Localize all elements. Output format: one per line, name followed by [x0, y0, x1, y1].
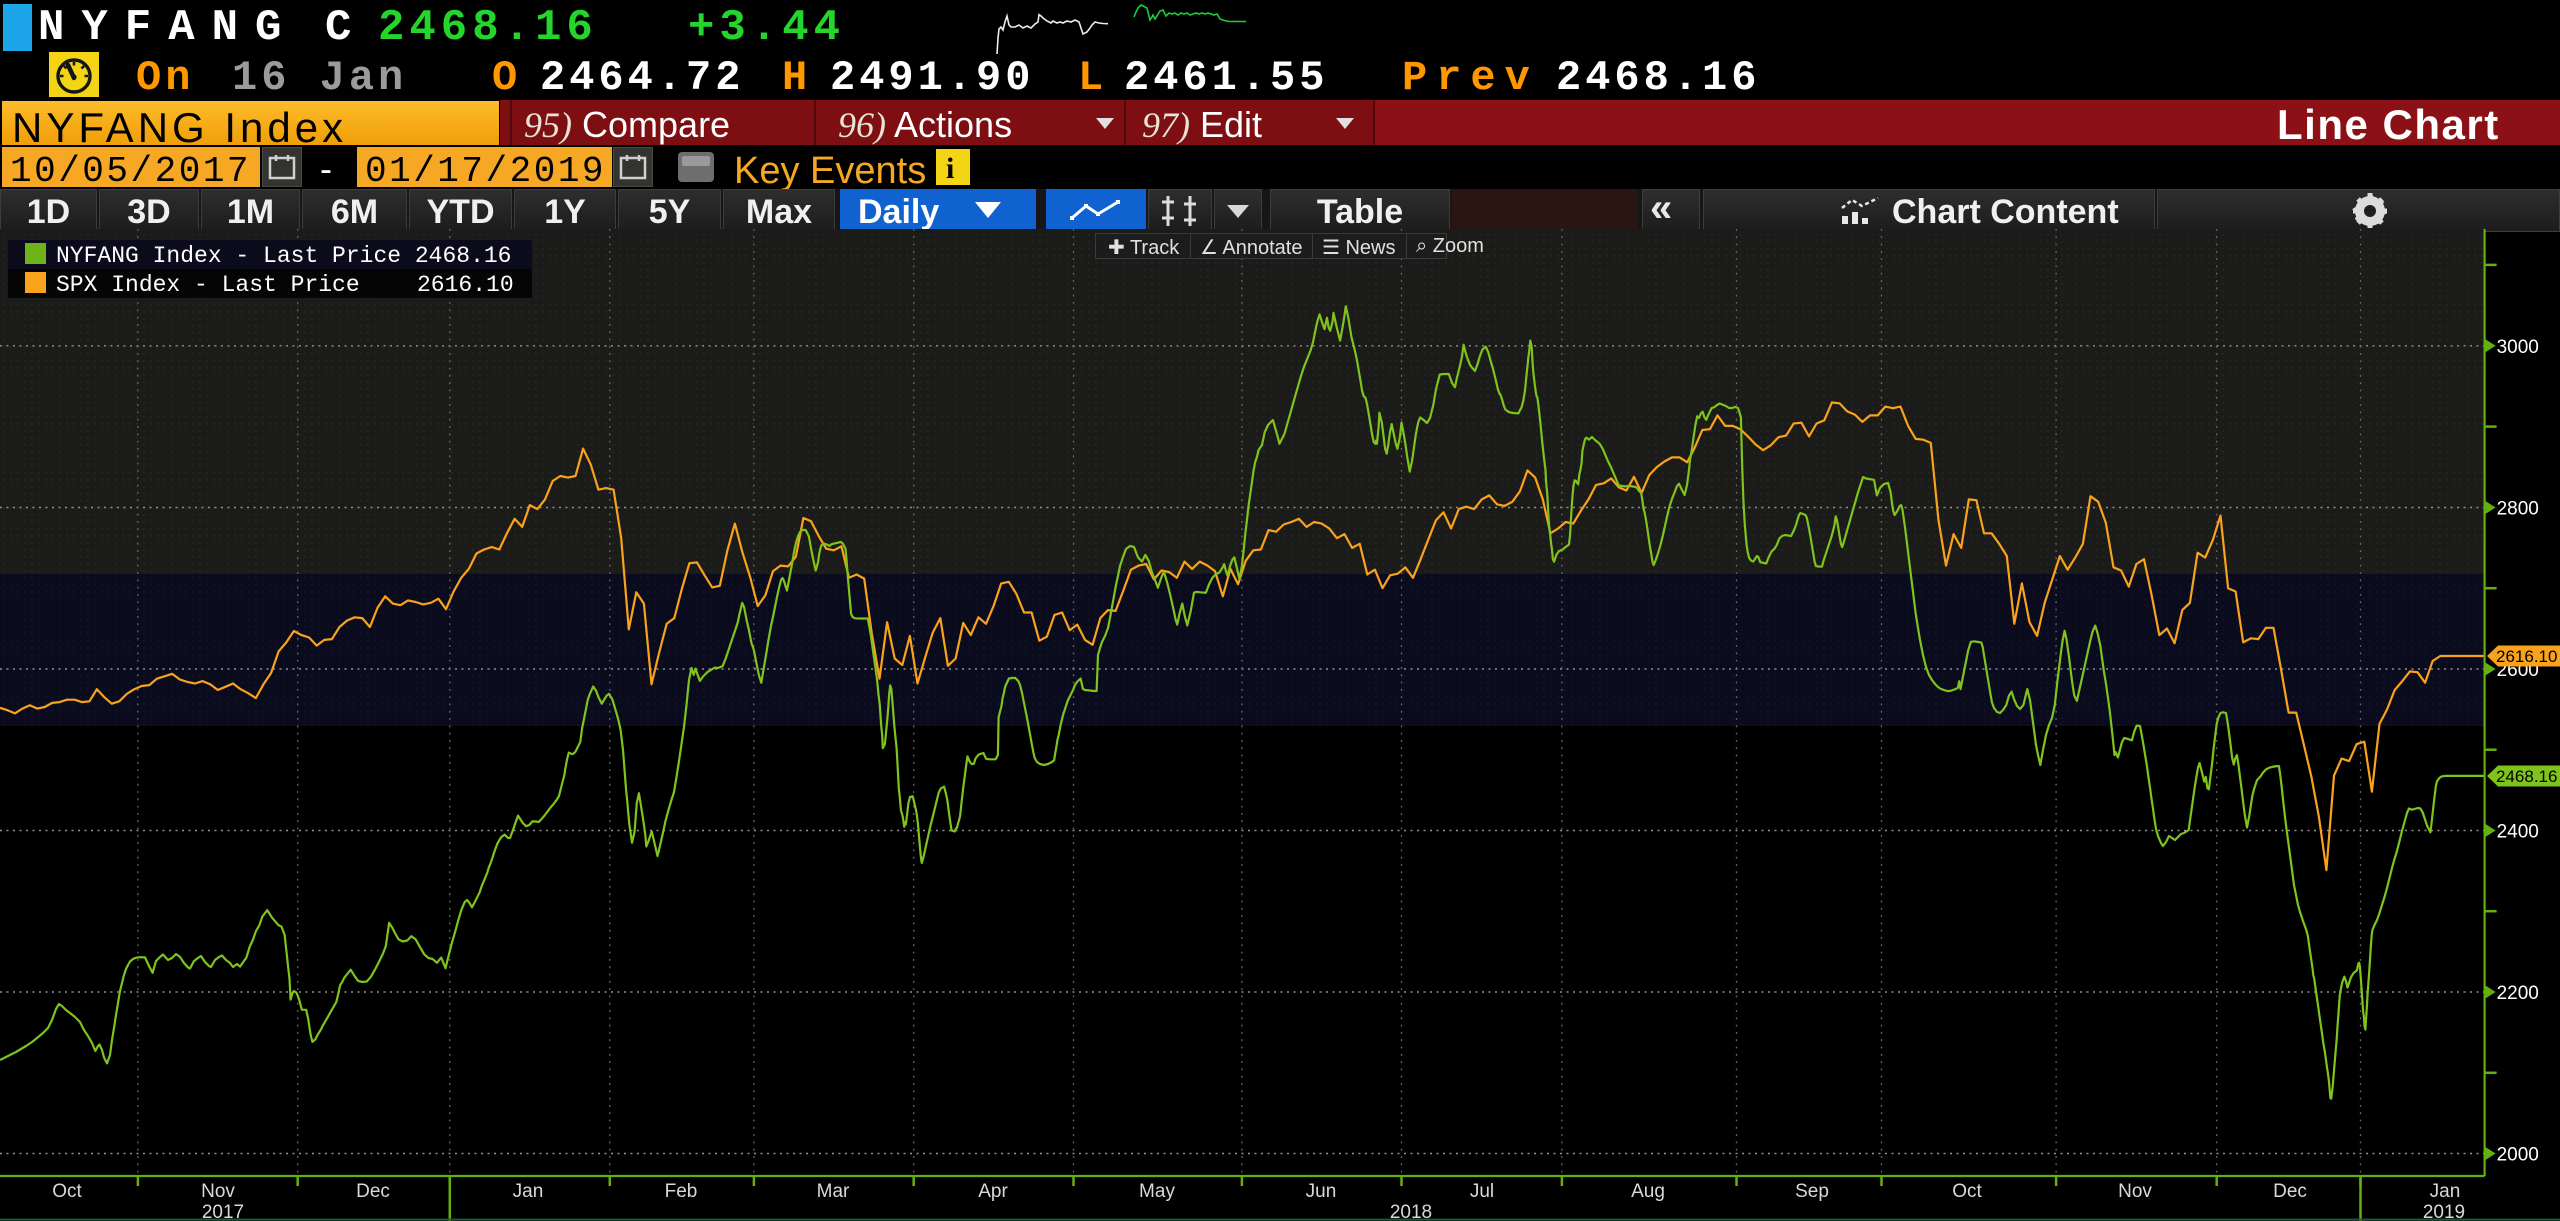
svg-text:Jul: Jul — [1470, 1181, 1494, 1202]
svg-text:Jan: Jan — [2430, 1181, 2461, 1202]
svg-text:Jan: Jan — [513, 1181, 544, 1202]
svg-text:2018: 2018 — [1390, 1202, 1432, 1221]
svg-text:Sep: Sep — [1795, 1181, 1829, 1202]
svg-text:2017: 2017 — [202, 1202, 244, 1221]
svg-text:Dec: Dec — [356, 1181, 390, 1202]
svg-text:3000: 3000 — [2497, 337, 2539, 358]
svg-text:Nov: Nov — [201, 1181, 235, 1202]
svg-text:2800: 2800 — [2497, 499, 2539, 520]
svg-text:Aug: Aug — [1631, 1181, 1665, 1202]
svg-text:Jun: Jun — [1306, 1181, 1337, 1202]
svg-text:2000: 2000 — [2497, 1145, 2539, 1166]
svg-text:2468.16: 2468.16 — [2496, 767, 2557, 786]
svg-text:Mar: Mar — [817, 1181, 850, 1202]
svg-text:Dec: Dec — [2273, 1181, 2307, 1202]
svg-text:Oct: Oct — [1952, 1181, 1982, 1202]
svg-text:Apr: Apr — [978, 1181, 1008, 1202]
svg-text:2019: 2019 — [2423, 1202, 2465, 1221]
svg-text:May: May — [1139, 1181, 1175, 1202]
svg-text:Feb: Feb — [665, 1181, 698, 1202]
svg-text:Nov: Nov — [2118, 1181, 2152, 1202]
svg-text:2200: 2200 — [2497, 983, 2539, 1004]
svg-text:2616.10: 2616.10 — [2496, 647, 2557, 666]
svg-text:Oct: Oct — [52, 1181, 82, 1202]
svg-text:2400: 2400 — [2497, 822, 2539, 843]
